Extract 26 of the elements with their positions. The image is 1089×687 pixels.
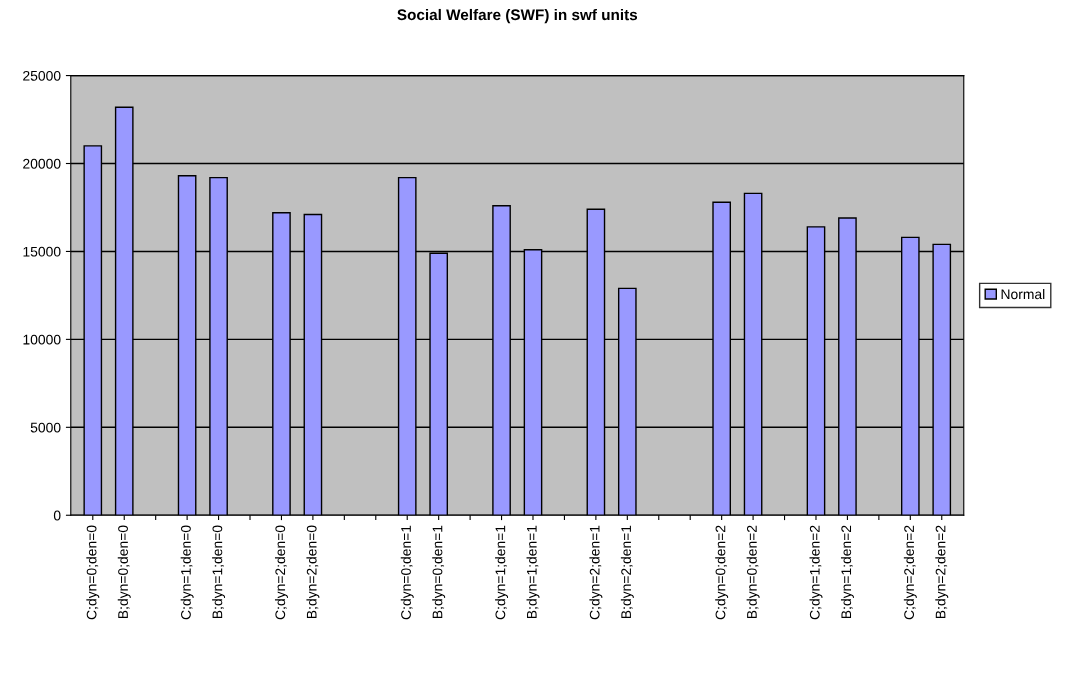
chart-title: Social Welfare (SWF) in swf units <box>397 8 638 24</box>
x-tick-label: C;dyn=1;den=1 <box>495 525 509 620</box>
x-tick-label: B;dyn=0;den=0 <box>117 525 131 619</box>
x-tick-label: B;dyn=1;den=0 <box>212 525 226 619</box>
x-tick-label: C;dyn=0;den=0 <box>86 525 100 620</box>
x-tick-label: B;dyn=2;den=1 <box>620 525 634 619</box>
x-tick-label: C;dyn=2;den=1 <box>589 525 603 620</box>
y-tick-label: 15000 <box>23 246 61 257</box>
y-tick-label: 20000 <box>23 158 61 169</box>
x-tick-label: B;dyn=0;den=2 <box>746 525 760 619</box>
x-tick-label: C;dyn=2;den=2 <box>903 525 917 620</box>
x-tick-label: C;dyn=2;den=0 <box>274 525 288 620</box>
x-tick-label: C;dyn=1;den=2 <box>809 525 823 620</box>
x-tick-label: B;dyn=1;den=2 <box>840 525 854 619</box>
x-tick-label: B;dyn=0;den=1 <box>432 525 446 619</box>
legend-label: Normal <box>1001 288 1045 300</box>
x-tick-label: B;dyn=2;den=0 <box>306 525 320 619</box>
x-tick-label: B;dyn=2;den=2 <box>935 525 949 619</box>
x-tick-label: C;dyn=0;den=1 <box>400 525 414 620</box>
x-tick-label: C;dyn=1;den=0 <box>180 525 194 620</box>
y-tick-label: 0 <box>53 510 61 521</box>
x-tick-label: B;dyn=1;den=1 <box>526 525 540 619</box>
x-tick-label: C;dyn=0;den=2 <box>715 525 729 620</box>
y-tick-label: 10000 <box>23 334 61 345</box>
y-tick-label: 25000 <box>23 70 61 81</box>
y-tick-label: 5000 <box>30 422 61 433</box>
